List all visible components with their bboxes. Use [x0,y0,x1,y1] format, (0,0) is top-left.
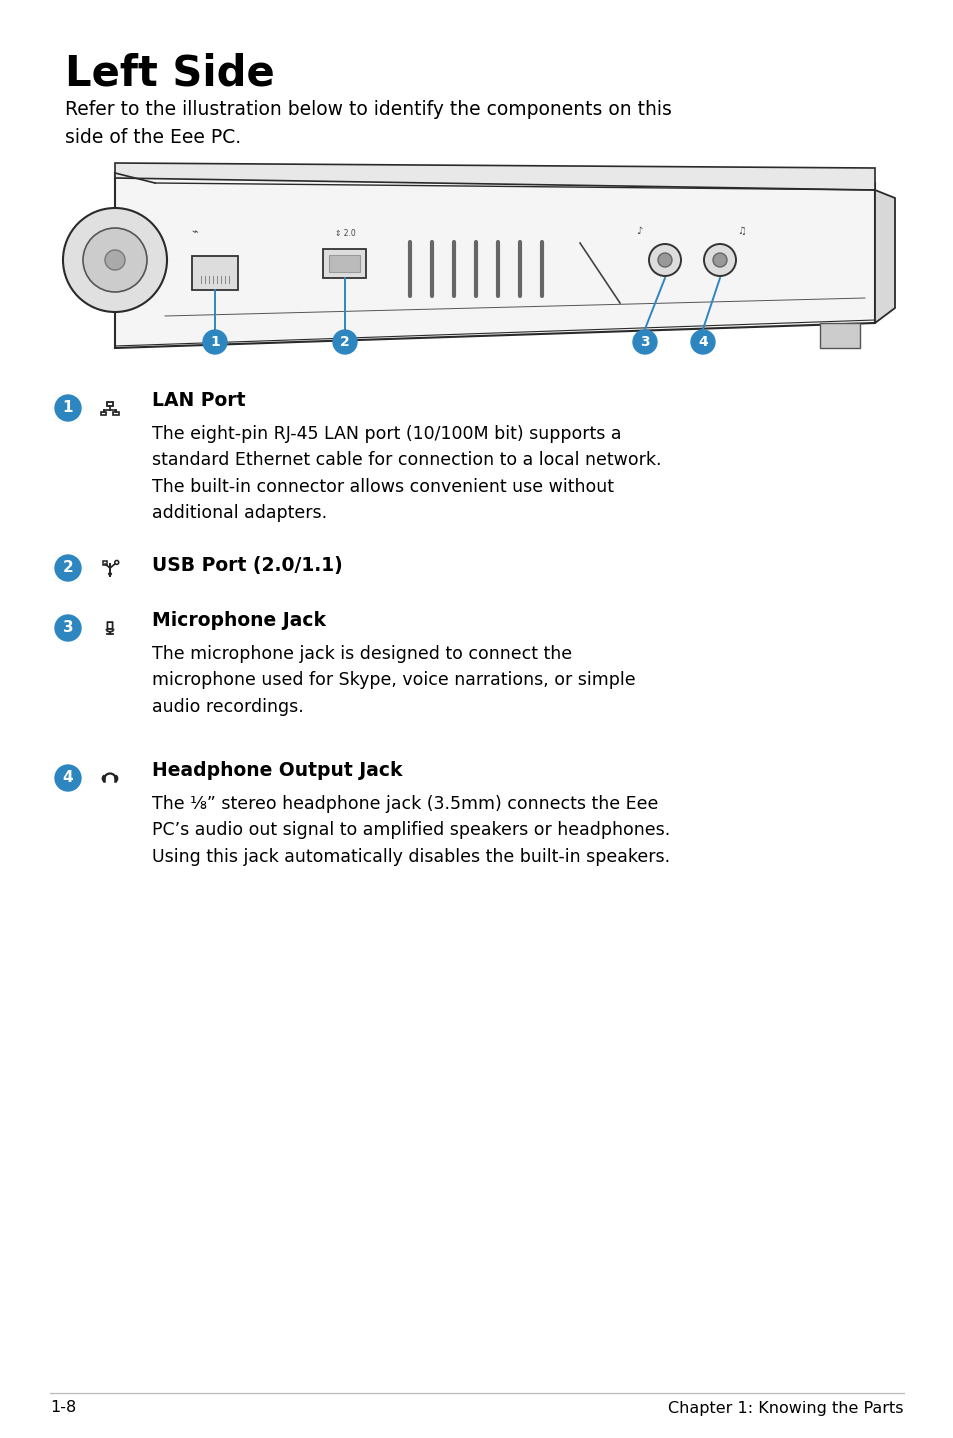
Text: Microphone Jack: Microphone Jack [152,611,326,630]
Text: Left Side: Left Side [65,53,274,95]
Circle shape [658,253,671,267]
FancyBboxPatch shape [329,255,360,272]
Circle shape [333,329,356,354]
Text: ♪: ♪ [636,226,641,236]
Circle shape [55,395,81,421]
Polygon shape [109,574,112,577]
Circle shape [55,615,81,641]
Text: ⇕ 2.0: ⇕ 2.0 [335,229,355,237]
Circle shape [633,329,657,354]
Text: 4: 4 [698,335,707,349]
Circle shape [203,329,227,354]
Polygon shape [820,324,859,348]
Circle shape [703,244,735,276]
Text: ♫: ♫ [737,226,745,236]
Text: LAN Port: LAN Port [152,391,245,410]
Circle shape [55,765,81,791]
Text: Refer to the illustration below to identify the components on this
side of the E: Refer to the illustration below to ident… [65,101,671,147]
Circle shape [83,229,147,292]
Circle shape [55,555,81,581]
Text: The microphone jack is designed to connect the
microphone used for Skype, voice : The microphone jack is designed to conne… [152,646,635,716]
Polygon shape [115,173,874,348]
Text: 1: 1 [210,335,219,349]
Text: The eight-pin RJ-45 LAN port (10/100M bit) supports a
standard Ethernet cable fo: The eight-pin RJ-45 LAN port (10/100M bi… [152,426,660,522]
Polygon shape [874,190,894,324]
Circle shape [712,253,726,267]
Circle shape [648,244,680,276]
Polygon shape [115,162,874,190]
Text: ⌁: ⌁ [192,229,198,239]
Text: 3: 3 [639,335,649,349]
Text: Headphone Output Jack: Headphone Output Jack [152,761,402,779]
Text: Chapter 1: Knowing the Parts: Chapter 1: Knowing the Parts [668,1401,903,1415]
Text: 3: 3 [63,621,73,636]
Text: 1-8: 1-8 [50,1401,76,1415]
FancyBboxPatch shape [323,249,366,278]
FancyBboxPatch shape [192,256,237,290]
Text: 4: 4 [63,771,73,785]
Text: 1: 1 [63,401,73,416]
Circle shape [105,250,125,270]
Circle shape [63,209,167,312]
Text: The ⅛” stereo headphone jack (3.5mm) connects the Eee
PC’s audio out signal to a: The ⅛” stereo headphone jack (3.5mm) con… [152,795,670,866]
Text: 2: 2 [63,561,73,575]
Text: USB Port (2.0/1.1): USB Port (2.0/1.1) [152,557,342,575]
Text: 2: 2 [340,335,350,349]
Circle shape [690,329,714,354]
